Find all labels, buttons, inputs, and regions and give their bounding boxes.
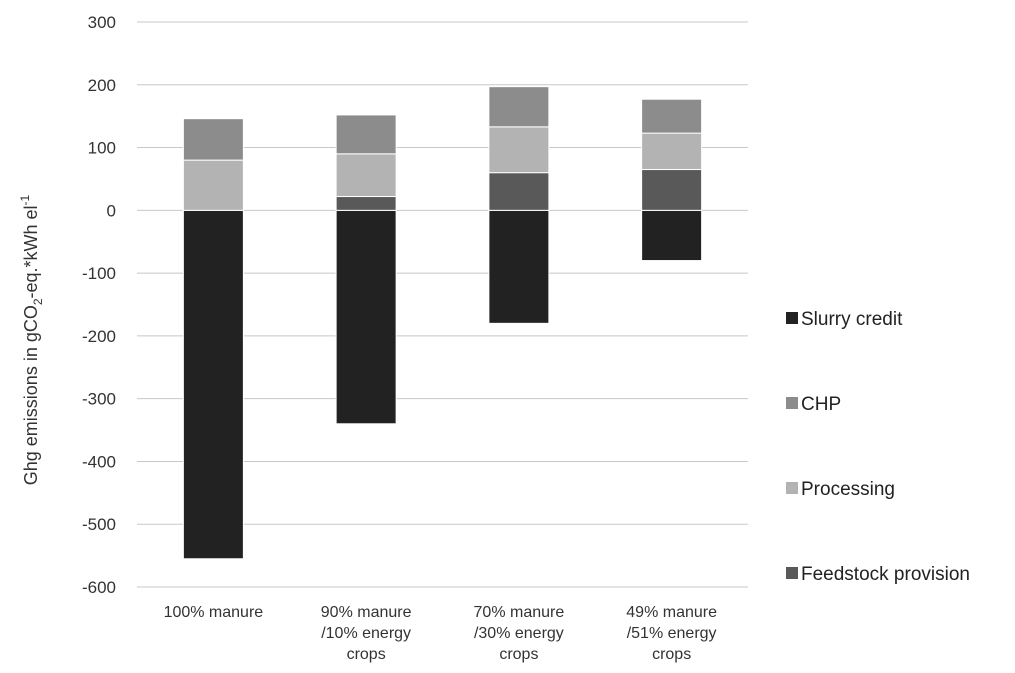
legend-label: CHP: [801, 394, 841, 415]
bar-segment-chp: [335, 114, 397, 155]
bar-segment-processing: [182, 159, 244, 211]
legend-swatch: [786, 397, 798, 409]
y-tick-label: 100: [88, 139, 116, 158]
bar-segment-slurry-credit: [488, 209, 550, 324]
y-tick-label: -400: [82, 452, 116, 471]
y-axis-label-middle: -eq.*kWh el: [21, 205, 41, 298]
legend: Slurry credit CHP Processing Feedstock prov…: [786, 309, 970, 585]
x-category-label: /30% energy: [474, 625, 564, 642]
y-tick-label: -600: [82, 578, 116, 597]
x-category-label: crops: [499, 646, 538, 663]
y-tick-label: -100: [82, 264, 116, 283]
legend-label: Slurry credit: [801, 309, 903, 330]
legend-swatch: [786, 567, 798, 579]
bars: [182, 86, 703, 560]
x-category-label: 49% manure: [626, 604, 717, 621]
y-tick-label: -500: [82, 515, 116, 534]
y-axis-label-prefix: Ghg emissions in gCO: [21, 305, 41, 485]
x-category-label: /51% energy: [627, 625, 717, 642]
bar-segment-slurry-credit: [182, 209, 244, 560]
legend-swatch: [786, 312, 798, 324]
y-tick-label: 200: [88, 76, 116, 95]
x-category-label: crops: [652, 646, 691, 663]
bar-segment-feedstock-provision: [488, 172, 550, 211]
bar-segment-feedstock-provision: [641, 169, 703, 211]
legend-label: Processing: [801, 479, 895, 500]
bar-segment-chp: [182, 118, 244, 161]
x-category-label: 100% manure: [164, 604, 264, 621]
y-tick-label: 300: [88, 13, 116, 32]
y-axis-label: Ghg emissions in gCO2-eq.*kWh el-1: [18, 194, 45, 485]
bar-segment-processing: [641, 132, 703, 171]
bar-segment-processing: [488, 126, 550, 174]
x-category-label: /10% energy: [321, 625, 411, 642]
y-tick-label: -300: [82, 390, 116, 409]
bar-segment-chp: [488, 86, 550, 128]
bar-segment-feedstock-provision: [335, 196, 397, 211]
category-labels: 100% manure 90% manure/10% energy crops 70%…: [164, 604, 718, 663]
y-tick-label: 0: [107, 201, 116, 220]
bar-segment-slurry-credit: [335, 209, 397, 425]
y-tick-labels: 300 200 100 0 -100 -200 -300 -400 -500 -600: [82, 13, 116, 597]
y-axis-label-superscript: -1: [18, 194, 32, 205]
x-category-label: crops: [347, 646, 386, 663]
legend-swatch: [786, 482, 798, 494]
y-tick-label: -200: [82, 327, 116, 346]
bar-segment-slurry-credit: [641, 209, 703, 262]
bar-segment-chp: [641, 98, 703, 134]
bar-segment-processing: [335, 153, 397, 198]
x-category-label: 90% manure: [321, 604, 412, 621]
x-category-label: 70% manure: [474, 604, 565, 621]
y-axis-label-subscript: 2: [31, 298, 45, 305]
legend-label: Feedstock provision: [801, 564, 970, 585]
